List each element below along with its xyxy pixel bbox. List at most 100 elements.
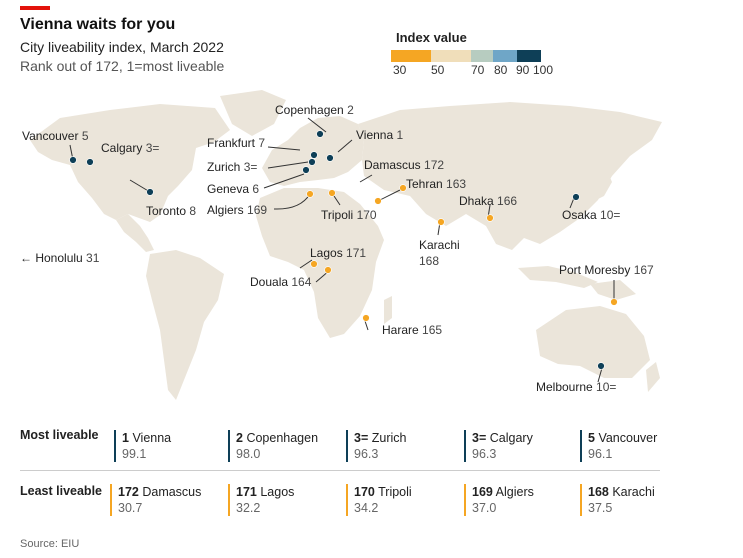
label-vienna: Vienna 1	[356, 128, 404, 142]
source-note: Source: EIU	[20, 538, 80, 550]
city-dot-melbourne	[597, 362, 605, 370]
least-liveable-item: 170 Tripoli 34.2	[346, 484, 412, 516]
value: 99.1	[122, 447, 147, 461]
value: 37.5	[588, 501, 613, 515]
label-damascus: Damascus 172	[364, 158, 444, 172]
city-dot-lagos	[310, 260, 318, 268]
value: 34.2	[354, 501, 379, 515]
value: 37.0	[472, 501, 497, 515]
papua-landmass	[590, 280, 636, 300]
label-vancouver: Vancouver 5	[22, 129, 89, 143]
city-dot-copenhagen	[316, 130, 324, 138]
label-osaka: Osaka 10=	[562, 208, 620, 222]
rank: 2	[236, 431, 243, 445]
north-america-landmass	[30, 104, 230, 222]
label-douala: Douala 164	[250, 275, 312, 289]
label-calgary: Calgary 3=	[101, 141, 159, 155]
europe-landmass	[262, 116, 364, 186]
label-honolulu: ← Honolulu 31	[20, 251, 100, 265]
australia-landmass	[536, 306, 650, 378]
greenland-landmass	[220, 90, 286, 136]
rank: 168	[588, 485, 609, 499]
rank: 171	[236, 485, 257, 499]
city-dot-dhaka	[486, 214, 494, 222]
city: Vienna	[132, 431, 172, 445]
label-algiers: Algiers 169	[207, 203, 267, 217]
label-melbourne: Melbourne 10=	[536, 380, 616, 394]
asia-landmass	[358, 102, 662, 250]
world-map: Vancouver 5 Calgary 3= Toronto 8 ← Honol…	[20, 90, 662, 400]
least-liveable-item: 172 Damascus 30.7	[110, 484, 201, 516]
city-dot-douala	[324, 266, 332, 274]
city-dot-tehran	[399, 184, 407, 192]
legend-seg-90-100	[517, 50, 541, 62]
legend-tick: 100	[533, 63, 554, 77]
label-frankfurt: Frankfurt 7	[207, 136, 265, 150]
city-dots	[69, 130, 618, 370]
map-labels: Vancouver 5 Calgary 3= Toronto 8 ← Honol…	[20, 103, 654, 394]
label-harare: Harare 165	[382, 323, 442, 337]
legend-seg-80-90	[493, 50, 517, 62]
value: 98.0	[236, 447, 261, 461]
legend-seg-50-70	[431, 50, 471, 62]
city: Vancouver	[598, 431, 658, 445]
value: 32.2	[236, 501, 261, 515]
label-toronto: Toronto 8	[146, 204, 196, 218]
city: Calgary	[489, 431, 533, 445]
city-dot-frankfurt	[310, 151, 318, 159]
city-dot-zurich	[308, 158, 316, 166]
divider	[20, 470, 660, 471]
value: 96.3	[354, 447, 379, 461]
rank: 3=	[354, 431, 369, 445]
label-zurich: Zurich 3=	[207, 160, 257, 174]
land-masses	[30, 90, 662, 400]
legend-tick: 30	[393, 63, 407, 77]
rank: 170	[354, 485, 375, 499]
city-dot-algiers	[306, 190, 314, 198]
madagascar-landmass	[384, 296, 392, 324]
legend-seg-70-80	[471, 50, 493, 62]
chart-subtitle: City liveability index, March 2022	[20, 39, 224, 55]
leader-lines	[69, 117, 615, 383]
city-dot-vienna	[326, 154, 334, 162]
value: 96.3	[472, 447, 497, 461]
city-dot-calgary	[86, 158, 94, 166]
label-geneva: Geneva 6	[207, 182, 259, 196]
value: 30.7	[118, 501, 143, 515]
rank: 3=	[472, 431, 487, 445]
label-karachi-num: 168	[419, 254, 439, 268]
label-tehran: Tehran 163	[406, 177, 466, 191]
city-dot-damascus	[374, 197, 382, 205]
legend-color-bar	[391, 50, 551, 62]
south-america-landmass	[146, 250, 224, 400]
rank: 169	[472, 485, 493, 499]
least-liveable-label: Least liveable	[20, 484, 102, 498]
city-dot-harare	[362, 314, 370, 322]
city: Lagos	[260, 485, 295, 499]
legend-seg-30-50	[391, 50, 431, 62]
legend-tick: 50	[431, 63, 445, 77]
japan-landmass	[596, 168, 612, 200]
legend-title: Index value	[396, 30, 467, 45]
city: Karachi	[612, 485, 655, 499]
label-karachi-name: Karachi	[419, 238, 460, 252]
africa-landmass	[256, 188, 384, 338]
label-dhaka: Dhaka 166	[459, 194, 517, 208]
indonesia-landmass	[518, 266, 598, 288]
rank: 172	[118, 485, 139, 499]
city-dot-tripoli	[328, 189, 336, 197]
most-liveable-item: 3= Calgary 96.3	[464, 430, 533, 462]
chart-subtitle-2: Rank out of 172, 1=most liveable	[20, 58, 225, 74]
central-america-landmass	[116, 214, 154, 252]
city-dot-toronto	[146, 188, 154, 196]
rank: 1	[122, 431, 129, 445]
brand-accent-bar	[20, 6, 50, 10]
most-liveable-item: 2 Copenhagen 98.0	[228, 430, 318, 462]
city: Tripoli	[378, 485, 412, 499]
label-copenhagen: Copenhagen 2	[275, 103, 354, 117]
city: Algiers	[495, 485, 534, 499]
city: Copenhagen	[246, 431, 319, 445]
label-tripoli: Tripoli 170	[321, 208, 377, 222]
city: Damascus	[142, 485, 202, 499]
most-liveable-item: 1 Vienna 99.1	[114, 430, 171, 462]
